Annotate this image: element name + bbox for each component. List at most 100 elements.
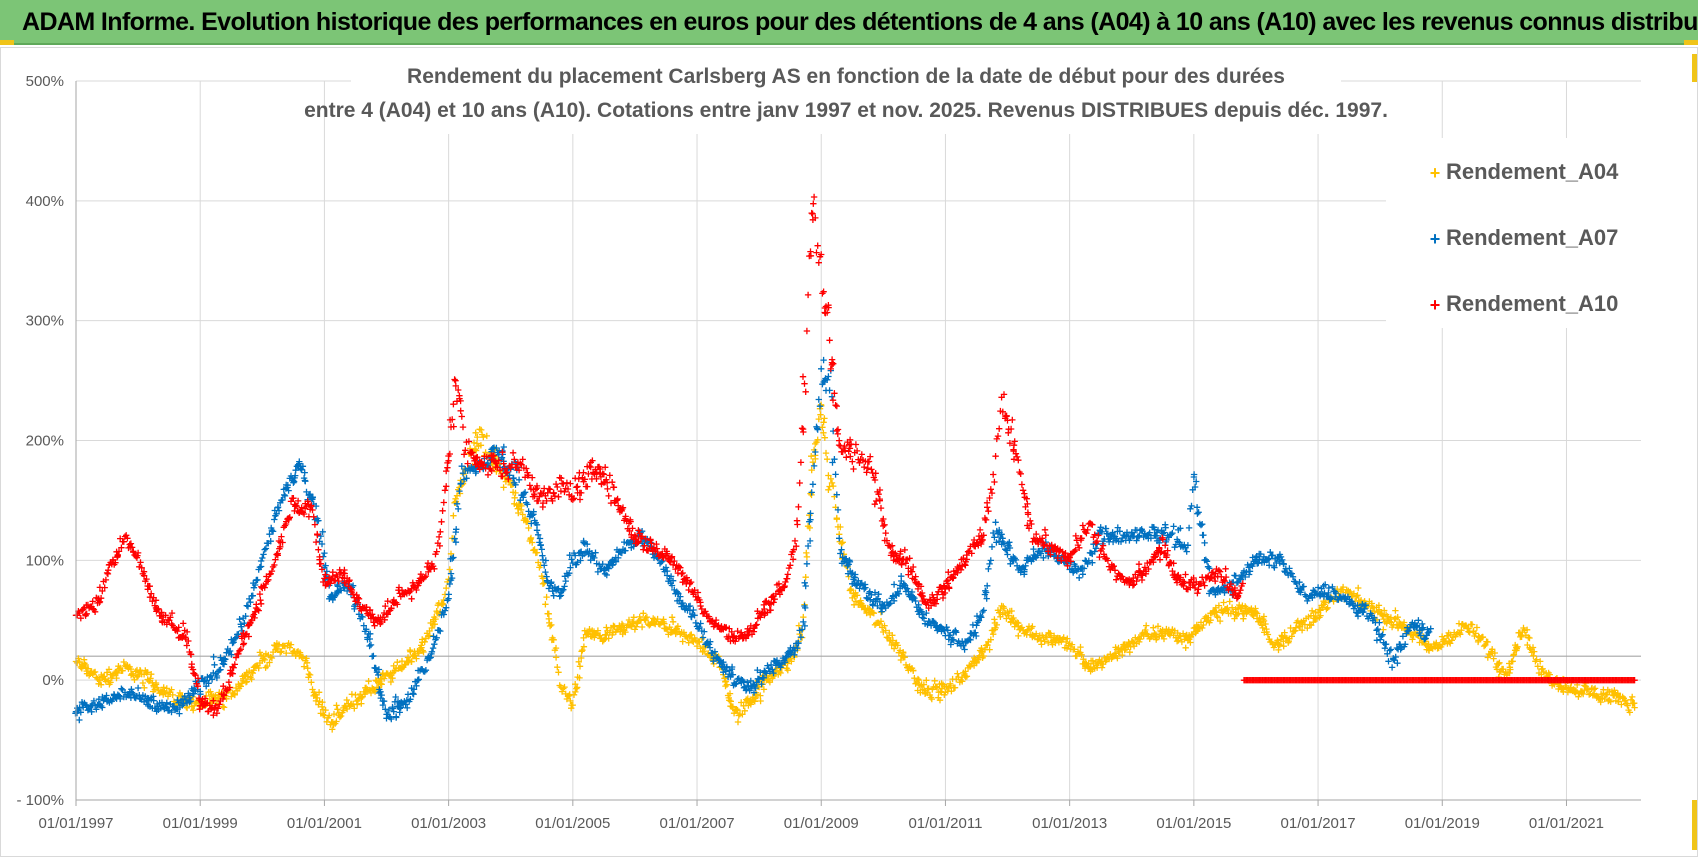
point-a04 [316, 698, 323, 705]
point-a04 [1005, 612, 1012, 620]
point-a10 [570, 495, 578, 502]
point-a07 [836, 535, 843, 542]
point-a07 [453, 526, 460, 533]
point-a04 [1087, 668, 1094, 675]
point-a07 [76, 716, 83, 724]
point-a04 [512, 489, 519, 497]
point-a10 [509, 449, 517, 456]
point-a10 [292, 503, 299, 510]
point-a04 [680, 629, 688, 636]
point-a04 [1288, 633, 1295, 640]
point-a04 [578, 648, 585, 655]
point-a04 [169, 691, 176, 699]
point-a04 [1310, 619, 1317, 626]
point-a07 [262, 545, 270, 552]
point-a07 [498, 454, 506, 461]
point-a04 [997, 606, 1004, 614]
point-a07 [987, 557, 994, 564]
point-a04 [1560, 685, 1567, 692]
point-a07 [663, 572, 671, 579]
point-a04 [1626, 709, 1633, 716]
point-a10 [882, 529, 889, 537]
point-a04 [248, 675, 255, 683]
point-a04 [333, 718, 340, 725]
point-a04 [812, 440, 819, 448]
point-a07 [697, 620, 704, 627]
point-a10 [444, 459, 451, 467]
point-a10 [441, 487, 449, 494]
point-a04 [1445, 629, 1452, 637]
point-a07 [542, 568, 549, 576]
point-a07 [750, 689, 758, 696]
point-a10 [784, 571, 791, 578]
point-a10 [833, 427, 840, 434]
point-a07 [541, 562, 548, 569]
point-a07 [667, 573, 675, 580]
point-a04 [591, 634, 598, 641]
point-a10 [518, 461, 525, 468]
point-a04 [883, 634, 891, 641]
point-a10 [422, 572, 430, 580]
point-a04 [987, 636, 994, 643]
point-a07 [472, 469, 479, 477]
grid-layer [75, 80, 1641, 801]
point-a04 [825, 486, 832, 493]
point-a07 [944, 627, 951, 634]
point-a07 [1326, 596, 1333, 603]
point-a07 [303, 488, 310, 496]
point-a07 [794, 639, 802, 647]
point-a04 [1193, 621, 1200, 629]
point-a04 [411, 651, 419, 659]
point-a10 [268, 567, 276, 575]
point-a04 [563, 695, 571, 703]
point-a10 [96, 599, 103, 606]
point-a04 [725, 694, 732, 702]
point-a10 [833, 402, 840, 410]
point-a04 [808, 453, 815, 460]
point-a04 [1316, 606, 1323, 613]
point-a04 [308, 679, 315, 686]
point-a07 [1280, 561, 1287, 568]
point-a07 [1079, 571, 1086, 578]
point-a07 [228, 651, 235, 658]
point-a10 [232, 654, 240, 661]
point-a07 [200, 678, 207, 685]
point-a04 [640, 610, 647, 617]
point-a10 [576, 496, 584, 503]
point-a07 [118, 685, 125, 692]
point-a10 [355, 595, 363, 602]
point-a10 [600, 471, 608, 478]
point-a04 [1448, 637, 1455, 644]
point-a07 [451, 535, 458, 542]
point-a04 [1080, 656, 1087, 663]
point-a10 [629, 525, 636, 532]
point-a04 [97, 681, 105, 688]
point-a07 [1155, 537, 1163, 544]
point-a10 [555, 493, 562, 500]
point-a07 [1359, 609, 1366, 616]
point-a07 [285, 487, 292, 494]
point-a04 [1089, 657, 1096, 664]
point-a10 [413, 586, 420, 594]
point-a04 [1249, 611, 1256, 618]
point-a10 [795, 503, 802, 511]
point-a07 [301, 469, 308, 476]
point-a04 [1304, 624, 1311, 632]
point-a10 [616, 508, 624, 516]
point-a07 [232, 634, 240, 641]
point-a04 [957, 676, 965, 684]
point-a10 [563, 479, 571, 486]
point-a10 [575, 475, 582, 483]
point-a10 [455, 386, 462, 394]
point-a07 [455, 505, 462, 513]
point-a04 [1627, 696, 1635, 703]
point-a07 [580, 537, 587, 545]
point-a04 [1252, 605, 1259, 612]
point-a04 [277, 649, 284, 656]
point-a04 [480, 433, 487, 441]
point-a04 [1322, 599, 1329, 606]
point-a04 [1259, 624, 1266, 632]
point-a10 [1135, 561, 1143, 568]
point-a04 [134, 672, 142, 680]
point-a10 [503, 468, 511, 476]
